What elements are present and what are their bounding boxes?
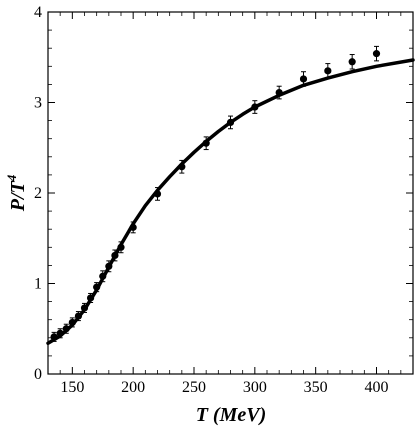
x-tick-label: 250 bbox=[182, 379, 206, 396]
data-point bbox=[178, 163, 186, 171]
data-point bbox=[202, 139, 210, 147]
data-point bbox=[80, 304, 89, 312]
data-point bbox=[99, 272, 107, 280]
data-point bbox=[251, 103, 259, 111]
x-tick-label: 150 bbox=[60, 379, 84, 396]
data-point bbox=[105, 262, 113, 270]
data-point bbox=[372, 50, 381, 58]
data-point bbox=[50, 333, 58, 341]
data-point bbox=[93, 283, 101, 291]
y-tick-label: 1 bbox=[34, 276, 42, 293]
x-tick-label: 300 bbox=[243, 379, 267, 396]
data-point bbox=[348, 58, 356, 66]
y-tick-label: 3 bbox=[34, 95, 42, 112]
data-point bbox=[299, 75, 308, 83]
data-point bbox=[68, 318, 76, 327]
x-axis-title: T (MeV) bbox=[196, 404, 267, 426]
x-tick-label: 350 bbox=[304, 379, 328, 396]
data-point bbox=[275, 88, 283, 97]
data-point bbox=[111, 251, 119, 260]
data-point bbox=[74, 312, 83, 320]
data-point bbox=[226, 118, 235, 127]
plot-frame bbox=[47, 11, 414, 375]
fit-curve bbox=[46, 58, 415, 345]
data-point bbox=[86, 294, 95, 302]
y-axis-title: P/T4 bbox=[4, 174, 29, 212]
data-point bbox=[117, 243, 125, 251]
y-tick-label: 2 bbox=[34, 185, 42, 202]
data-point bbox=[324, 67, 332, 75]
data-point bbox=[62, 325, 70, 333]
data-point bbox=[56, 329, 64, 337]
y-tick-label: 4 bbox=[34, 4, 42, 21]
data-point bbox=[129, 223, 137, 231]
x-tick-label: 200 bbox=[121, 379, 145, 396]
y-tick-label: 0 bbox=[34, 366, 42, 383]
data-point bbox=[153, 190, 162, 198]
x-tick-label: 400 bbox=[365, 379, 389, 396]
